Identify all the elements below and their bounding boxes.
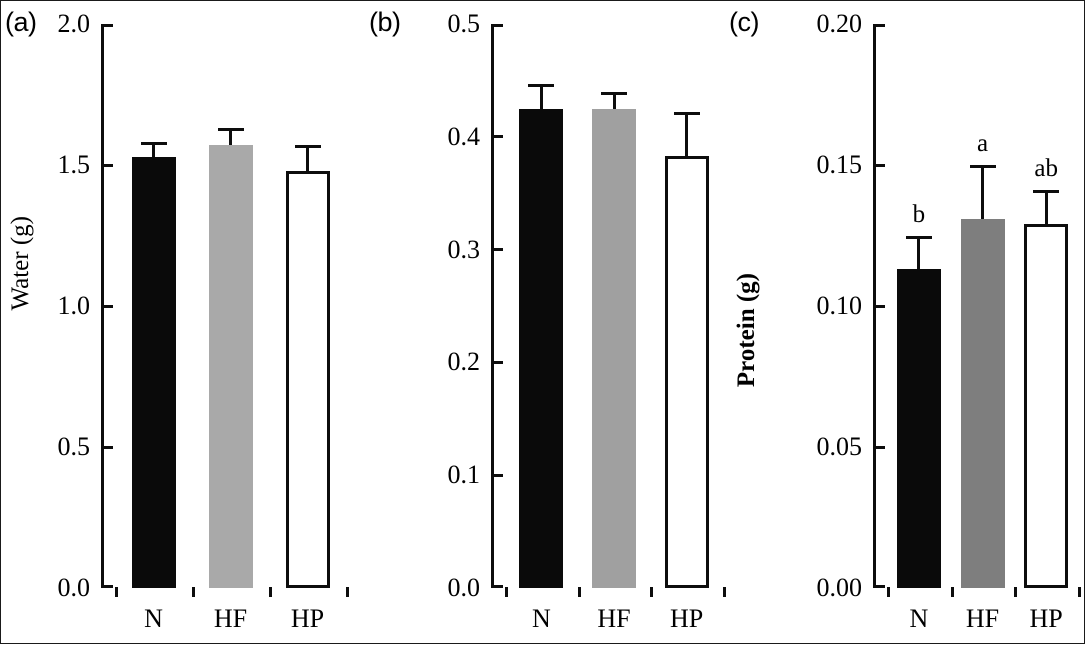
bar-hf xyxy=(592,108,636,588)
x-tick xyxy=(887,587,890,597)
y-tick-label: 0.5 xyxy=(447,9,481,38)
y-tick xyxy=(491,360,503,364)
panel-tag-b: (b) xyxy=(369,7,401,37)
y-axis-cap-top xyxy=(101,24,113,27)
error-bar-stem xyxy=(306,145,309,171)
x-tick xyxy=(650,587,654,597)
x-tick xyxy=(192,587,195,597)
y-axis-cap-top xyxy=(491,24,503,27)
y-tick xyxy=(491,135,503,139)
bar-hf xyxy=(208,145,253,588)
plot-area-protein: 0.0 0.1 0.2 0.3 0.4 0.5 N HF HP xyxy=(448,11,726,632)
x-axis-label-hf: HF xyxy=(597,604,631,633)
y-tick-label: 0.0 xyxy=(57,573,91,602)
error-bar-stem xyxy=(229,128,232,146)
plot-area-water: 0.0 0.5 1.0 1.5 2.0 N HF HP xyxy=(58,11,349,632)
x-axis-label-hp: HP xyxy=(1029,604,1063,633)
x-axis-label-n: N xyxy=(909,604,929,633)
error-bar-cap xyxy=(1033,190,1060,194)
y-tick-label: 0.2 xyxy=(447,347,481,377)
bar-hf xyxy=(960,218,1005,588)
bar-n xyxy=(519,108,564,588)
y-tick-label: 1.0 xyxy=(57,291,91,320)
y-tick xyxy=(101,304,113,308)
y-tick-label: 0.1 xyxy=(447,460,481,490)
error-bar-stem xyxy=(685,112,689,156)
x-tick xyxy=(115,587,118,597)
y-axis-title-water: Water (g) xyxy=(7,216,34,311)
x-tick xyxy=(1014,587,1018,597)
bar-hp xyxy=(1024,224,1069,588)
panel-total-lipid: (c) Total lipid (g) 0.000.050.100.150.20… xyxy=(725,1,1084,643)
panel-protein: (b) Protein (g) 0.0 0.1 0.2 0.3 0.4 0.5 N HF HP xyxy=(363,1,760,643)
x-tick xyxy=(723,587,726,597)
x-axis-label-hp: HP xyxy=(290,604,325,633)
x-tick xyxy=(346,587,349,597)
significance-letter-n: b xyxy=(912,200,926,228)
y-tick-label: 0.3 xyxy=(447,234,481,264)
x-tick xyxy=(577,587,581,597)
y-tick xyxy=(491,473,503,477)
panel-tag-c: (c) xyxy=(729,7,759,37)
x-tick xyxy=(1078,587,1081,597)
error-bar-cap xyxy=(217,128,244,132)
error-bar-stem xyxy=(1044,190,1048,225)
error-bar-cap xyxy=(969,165,996,169)
significance-letter-hf: a xyxy=(976,130,989,157)
y-tick xyxy=(873,304,885,308)
error-bar-stem xyxy=(152,142,155,157)
error-bar-cap xyxy=(140,142,167,146)
error-bar-cap xyxy=(528,83,555,87)
bar-n xyxy=(131,156,176,588)
y-axis-cap-bottom xyxy=(491,585,503,588)
bar-hp xyxy=(285,170,330,588)
error-bar-stem xyxy=(917,235,921,270)
y-tick xyxy=(491,248,503,252)
y-tick-label: 0.15 xyxy=(816,150,863,179)
x-axis-label-n: N xyxy=(531,604,551,633)
y-tick-label: 2.0 xyxy=(57,9,91,38)
error-bar-stem xyxy=(981,165,984,219)
y-tick-label: 0.05 xyxy=(816,432,863,461)
y-tick-label: 0.5 xyxy=(57,432,91,461)
error-bar-cap xyxy=(905,235,932,239)
x-tick xyxy=(269,587,272,597)
y-axis-cap-bottom xyxy=(101,585,113,588)
error-bar-stem xyxy=(612,91,616,109)
x-tick xyxy=(950,587,954,597)
panel-water: (a) Water (g) 0.0 0.5 1.0 1.5 2.0 N HF HP xyxy=(1,1,369,643)
y-tick xyxy=(873,445,885,449)
x-axis-label-hf: HF xyxy=(213,604,248,633)
error-bar-cap xyxy=(673,112,700,115)
y-tick-label: 0.20 xyxy=(816,9,863,38)
bar-n xyxy=(896,269,941,588)
y-tick-label: 0.4 xyxy=(447,121,481,151)
error-bar-cap xyxy=(601,91,627,95)
significance-letter-hp: ab xyxy=(1034,155,1058,183)
y-tick xyxy=(873,163,885,167)
y-axis-line xyxy=(491,24,494,588)
y-tick-label: 0.10 xyxy=(816,291,863,320)
x-axis-label-hf: HF xyxy=(965,604,1000,633)
error-bar-stem xyxy=(539,83,543,109)
y-axis-cap-top xyxy=(873,24,885,27)
y-axis-cap-bottom xyxy=(873,585,885,588)
x-axis-label-hp: HP xyxy=(670,604,704,633)
y-tick-label: 0.00 xyxy=(816,573,863,602)
y-tick xyxy=(101,445,113,449)
y-tick xyxy=(101,163,113,167)
x-tick xyxy=(505,587,508,597)
panel-tag-a: (a) xyxy=(5,7,37,37)
error-bar-cap xyxy=(294,145,321,149)
y-tick-label: 0.0 xyxy=(447,573,481,602)
y-tick-label: 1.5 xyxy=(57,150,91,179)
x-axis-label-n: N xyxy=(144,604,163,633)
bar-hp xyxy=(664,155,709,588)
